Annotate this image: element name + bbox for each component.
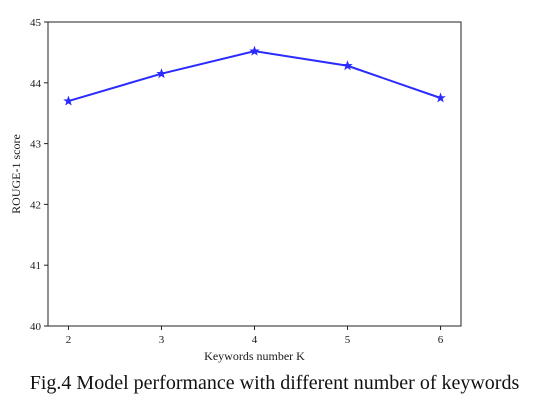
x-axis: 2 3 4 5 6 (66, 326, 444, 346)
x-tick-label: 3 (159, 334, 165, 346)
y-axis: 40 41 42 43 44 45 (30, 17, 48, 333)
series-markers (63, 45, 446, 106)
data-point (63, 95, 74, 106)
y-tick-label: 44 (30, 78, 42, 90)
data-point (435, 92, 446, 103)
y-tick-label: 41 (30, 260, 41, 272)
x-tick-label: 5 (345, 334, 351, 346)
y-axis-label: ROUGE-1 score (9, 134, 23, 214)
plot-frame (47, 21, 462, 327)
data-point (156, 68, 167, 79)
data-point (249, 45, 260, 56)
y-tick-label: 45 (30, 17, 42, 29)
x-tick-label: 6 (438, 334, 444, 346)
y-tick-label: 42 (30, 199, 41, 211)
y-tick-label: 40 (30, 321, 42, 333)
y-tick-label: 43 (30, 139, 42, 151)
figure-caption: Fig.4 Model performance with different n… (29, 372, 520, 394)
x-tick-label: 4 (252, 334, 258, 346)
x-tick-label: 2 (66, 334, 72, 346)
series-line (68, 50, 441, 102)
data-point (342, 60, 353, 71)
x-axis-label: Keywords number K (204, 349, 305, 363)
